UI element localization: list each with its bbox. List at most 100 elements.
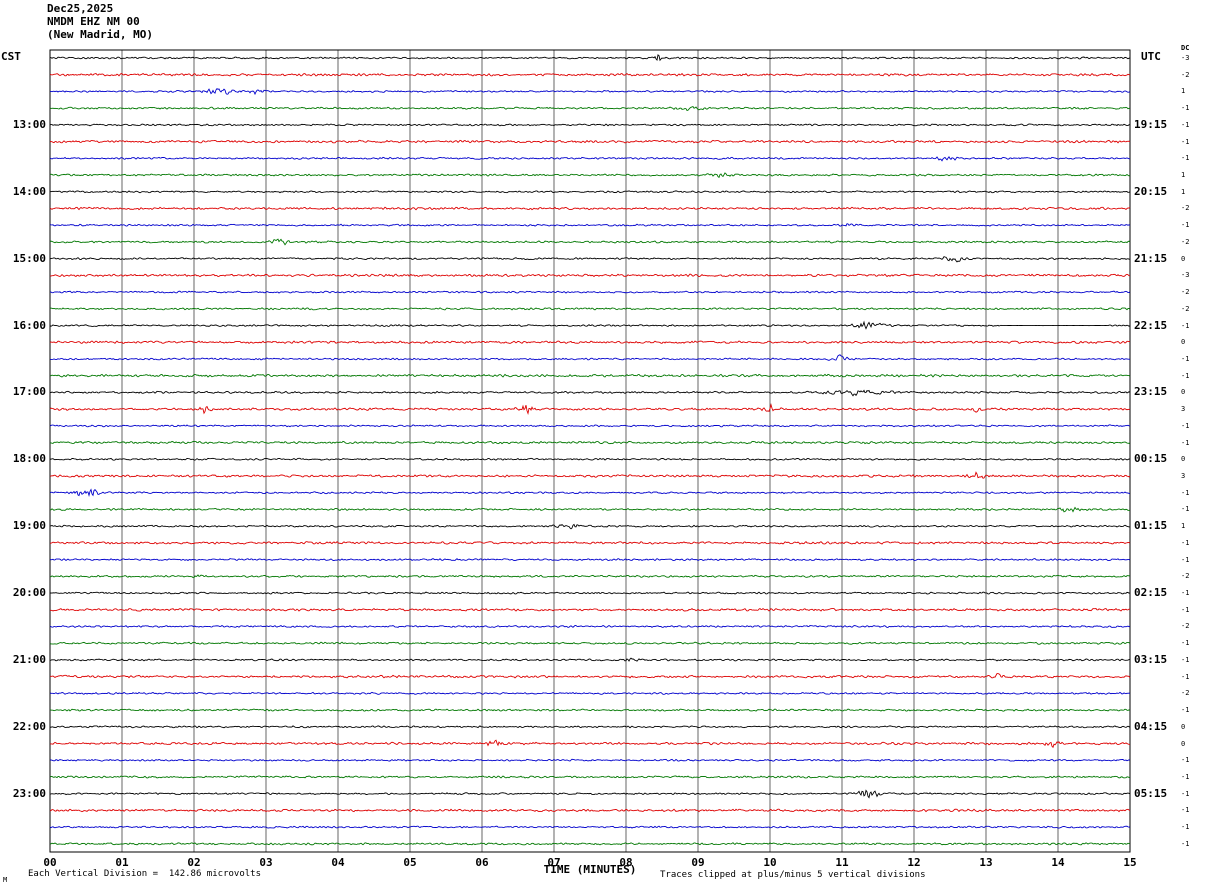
dc-offset-row-43: -1	[1181, 772, 1190, 781]
dc-offset-row-4: -1	[1181, 120, 1190, 129]
title-block: Dec25,2025 NMDM EHZ NM 00 (New Madrid, M…	[47, 2, 153, 41]
x-tick-08: 08	[619, 856, 633, 869]
right-hour-label-05:15: 05:15	[1134, 786, 1168, 800]
dc-offset-row-41: 0	[1181, 739, 1186, 748]
dc-offset-row-33: -1	[1181, 605, 1190, 614]
dc-offset-row-26: -1	[1181, 488, 1190, 497]
dc-column-header: DC	[1181, 44, 1190, 52]
trace-row-0	[49, 54, 1131, 62]
trace-row-44	[49, 789, 1131, 799]
trace-row-41	[49, 739, 1131, 749]
dc-offset-row-12: 0	[1181, 254, 1186, 263]
x-tick-10: 10	[763, 856, 777, 869]
trace-row-35	[49, 641, 1131, 645]
trace-row-18	[49, 354, 1131, 361]
dc-offset-row-36: -1	[1181, 655, 1190, 664]
dc-offset-row-27: -1	[1181, 505, 1190, 514]
trace-row-33	[49, 607, 1131, 612]
dc-offset-row-34: -2	[1181, 622, 1190, 631]
trace-row-46	[49, 825, 1131, 829]
trace-row-36	[49, 657, 1131, 662]
trace-row-42	[49, 758, 1131, 762]
trace-row-15	[49, 307, 1131, 311]
trace-row-9	[49, 206, 1131, 211]
dc-offset-row-6: -1	[1181, 154, 1190, 163]
trace-row-40	[49, 725, 1131, 729]
left-hour-label-22:00: 22:00	[12, 719, 46, 733]
x-tick-04: 04	[331, 856, 345, 869]
right-hour-label-20:15: 20:15	[1134, 184, 1168, 198]
dc-offset-row-2: 1	[1181, 87, 1186, 96]
dc-offset-row-15: -2	[1181, 304, 1190, 313]
trace-row-32	[49, 591, 1131, 595]
dc-offset-row-37: -1	[1181, 672, 1190, 681]
left-hour-label-23:00: 23:00	[12, 786, 46, 800]
left-hour-label-20:00: 20:00	[12, 586, 46, 600]
trace-row-38	[49, 691, 1131, 695]
trace-row-47	[49, 842, 1131, 846]
title-date: Dec25,2025	[47, 2, 114, 15]
right-hour-label-02:15: 02:15	[1134, 586, 1168, 600]
dc-offset-row-5: -1	[1181, 137, 1190, 146]
dc-offset-row-21: 3	[1181, 405, 1186, 414]
trace-row-31	[49, 574, 1131, 579]
footer-clip-note: Traces clipped at plus/minus 5 vertical …	[660, 870, 926, 880]
left-hour-label-14:00: 14:00	[12, 184, 46, 198]
left-hour-label-21:00: 21:00	[12, 652, 46, 666]
dc-offset-row-8: 1	[1181, 187, 1186, 196]
right-axis-header: UTC	[1141, 50, 1161, 63]
trace-row-28	[49, 523, 1131, 530]
dc-offset-row-28: 1	[1181, 522, 1186, 531]
trace-row-20	[49, 389, 1131, 397]
right-hour-label-03:15: 03:15	[1134, 652, 1168, 666]
right-hour-label-23:15: 23:15	[1134, 385, 1168, 399]
x-axis-title: TIME (MINUTES)	[543, 863, 637, 876]
x-tick-13: 13	[979, 856, 993, 869]
dc-offset-row-19: -1	[1181, 371, 1190, 380]
trace-row-43	[49, 775, 1131, 779]
trace-row-3	[49, 106, 1131, 111]
right-hour-label-19:15: 19:15	[1134, 117, 1168, 131]
left-hour-label-13:00: 13:00	[12, 117, 46, 131]
left-hour-label-15:00: 15:00	[12, 251, 46, 265]
trace-row-30	[49, 558, 1131, 562]
right-hour-label-01:15: 01:15	[1134, 519, 1168, 533]
dc-offset-row-20: 0	[1181, 388, 1186, 397]
dc-offset-row-31: -2	[1181, 572, 1190, 581]
x-tick-03: 03	[259, 856, 273, 869]
trace-row-19	[49, 373, 1131, 378]
dc-offset-row-9: -2	[1181, 204, 1190, 213]
trace-row-6	[49, 155, 1131, 162]
dc-offset-row-40: 0	[1181, 722, 1186, 731]
corner-mark: M	[3, 876, 8, 884]
dc-offset-row-38: -2	[1181, 689, 1190, 698]
left-axis-header: CST	[1, 50, 21, 63]
trace-row-37	[49, 673, 1131, 679]
trace-row-34	[49, 624, 1131, 628]
left-hour-label-16:00: 16:00	[12, 318, 46, 332]
dc-offset-row-13: -3	[1181, 271, 1190, 280]
dc-offset-row-44: -1	[1181, 789, 1190, 798]
trace-row-16	[49, 320, 1131, 330]
dc-offset-row-17: 0	[1181, 338, 1186, 347]
left-hour-label-17:00: 17:00	[12, 385, 46, 399]
trace-row-27	[49, 506, 1131, 513]
x-tick-09: 09	[691, 856, 705, 869]
trace-row-24	[49, 457, 1131, 461]
trace-row-14	[49, 290, 1131, 294]
trace-row-4	[49, 123, 1131, 127]
trace-row-2	[49, 88, 1131, 96]
x-tick-15: 15	[1123, 856, 1137, 869]
trace-row-10	[49, 223, 1131, 227]
dc-offset-row-25: 3	[1181, 472, 1186, 480]
dc-offset-row-29: -1	[1181, 538, 1190, 547]
x-tick-14: 14	[1051, 856, 1065, 869]
dc-offset-row-10: -1	[1181, 221, 1190, 230]
right-hour-label-22:15: 22:15	[1134, 318, 1168, 332]
title-location: (New Madrid, MO)	[47, 28, 153, 41]
dc-offset-row-35: -1	[1181, 639, 1190, 648]
dc-offset-row-0: -3	[1181, 54, 1190, 62]
trace-row-25	[49, 471, 1131, 479]
